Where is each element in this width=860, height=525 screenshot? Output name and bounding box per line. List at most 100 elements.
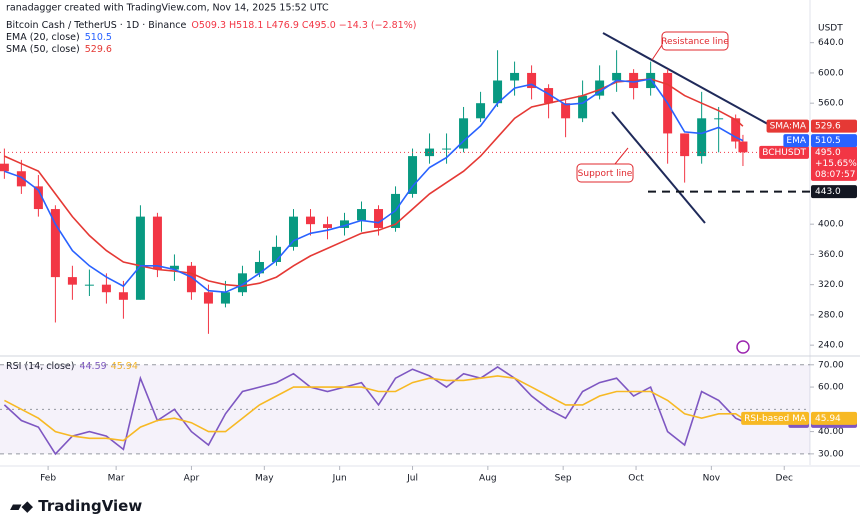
price-tag-value: 443.0 [815,187,841,197]
y-tick-label: 30.00 [818,449,844,459]
x-tick-label: Jun [332,474,347,484]
currency-label: USDT [818,24,843,34]
candle-body [67,277,77,285]
candle-body [544,88,554,104]
x-tick-label: Dec [776,474,793,484]
price-tag-value: 510.5 [815,136,841,146]
candle-body [714,118,724,120]
price-tag-name: EMA [786,136,806,146]
price-tag-value: 495.0 [815,148,841,158]
candle-body [425,148,435,157]
candle-body [731,118,741,142]
candle-body [50,209,60,278]
candle-body [16,171,26,187]
price-tag [811,411,857,425]
legend-rsi: RSI (14, close) 44.59 45.94 [6,361,138,372]
legend-ema-value: 510.5 [85,32,112,43]
support-pointer [614,147,629,165]
y-tick-label: 320.0 [818,280,844,290]
marks-layer [0,50,810,456]
series-line [4,78,744,294]
candle-body [84,284,94,286]
candle-body [612,72,622,81]
x-tick-label: Apr [184,474,200,484]
price-tag-name: SMA:MA [770,122,807,132]
resistance-trendline [602,32,776,129]
x-tick-label: Oct [628,474,644,484]
price-tag-extra: 08:07:57 [815,170,855,180]
x-tick-label: Nov [703,474,721,484]
candle-body [305,216,315,225]
symbol-title: Bitcoin Cash / TetherUS · 1D · Binance [6,20,186,31]
legend-main: Bitcoin Cash / TetherUS · 1D · Binance O5… [6,20,416,31]
candle-body [738,141,748,153]
series-line [3,366,744,456]
price-tag [811,185,857,199]
price-tag-name-box [759,145,809,159]
price-tag-extra: +15.65% [815,159,857,169]
candle-body [493,80,503,104]
price-tag-name: BCHUSDT [762,148,806,158]
x-tick-label: Sep [555,474,572,484]
price-tag [811,119,857,133]
legend-rsi-ma-value: 45.94 [111,361,138,372]
legend-sma: SMA (50, close) 529.6 [6,44,112,55]
series-line [4,375,744,442]
y-tick-label: 240.0 [818,341,844,351]
candle-body [169,265,179,270]
support-label: Support line [578,169,633,179]
y-tick-label: 640.0 [818,38,844,48]
legend-rsi-name: RSI (14, close) [6,361,74,372]
legend-ema: EMA (20, close) 510.5 [6,32,112,43]
candle-body [646,72,656,89]
resistance-callout [661,31,729,51]
candle-body [340,220,350,228]
candle-body [510,72,520,81]
legend-ema-name: EMA (20, close) [6,32,80,43]
candle-body [220,292,230,304]
candle-body [680,133,690,157]
candle-body [322,224,332,228]
candle-body [697,118,707,157]
candle-body [237,273,247,293]
x-tick-label: Aug [479,474,497,484]
candle-body [271,246,281,262]
events-icon[interactable] [736,340,750,354]
x-tick-label: Jul [406,474,418,484]
candle-body [101,284,111,293]
footer-logo-mark: ▰◆ [10,497,38,515]
resistance-pointer [651,44,663,61]
candle-body [203,292,213,304]
candle-body [357,209,367,221]
candle-body [476,103,486,119]
price-tag [811,134,857,148]
candle-body [152,216,162,270]
candle-body [33,186,43,210]
x-tick-label: May [255,474,274,484]
candle-body [374,209,384,228]
x-tick-label: Mar [108,474,125,484]
candle-body [288,216,298,247]
candle-body [442,148,452,150]
candle-body [561,103,571,119]
price-tag-value: 45.94 [815,414,841,424]
candle-body [527,72,537,89]
ohlc-values: O509.3 H518.1 L476.9 C495.0 −14.3 (−2.81… [191,20,416,31]
y-tick-label: 600.0 [818,68,844,78]
candle-body [186,265,196,293]
y-tick-label: 60.00 [818,383,844,393]
resistance-label: Resistance line [661,37,729,47]
candle-body [254,261,264,274]
rsi-band [0,364,810,454]
y-tick-label: 40.00 [818,427,844,437]
candle-body [459,118,469,149]
candle-body [578,95,588,119]
price-tag-name-box [766,119,809,133]
y-tick-label: 280.0 [818,310,844,320]
legend-sma-name: SMA (50, close) [6,44,80,55]
y-tick-label: 70.00 [818,360,844,370]
price-tag-name-box [783,134,809,148]
